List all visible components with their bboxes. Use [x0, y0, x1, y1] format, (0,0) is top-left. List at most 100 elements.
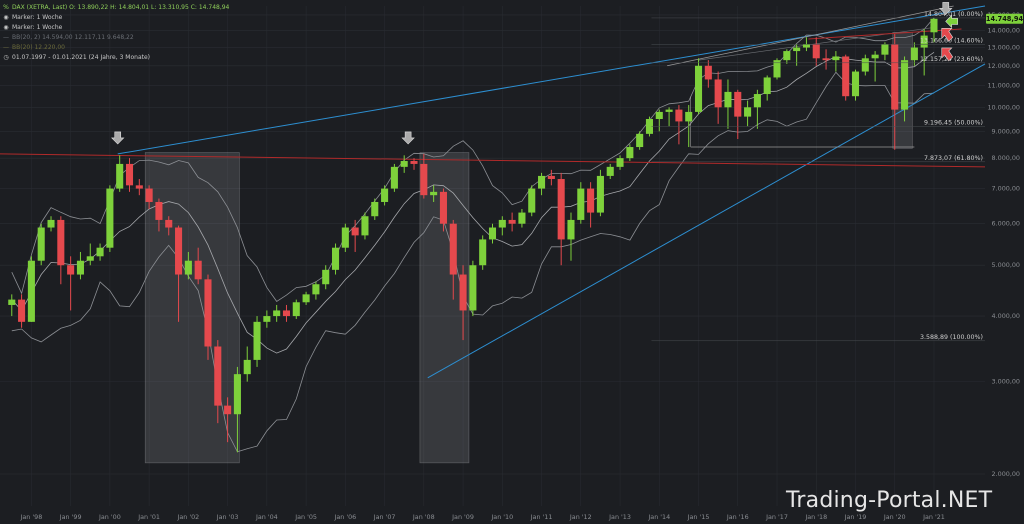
candle-body: [528, 188, 536, 213]
candle-body: [538, 175, 546, 189]
candle-body: [27, 260, 35, 322]
fib-level-label: 12.157,24 (23.60%): [920, 56, 983, 63]
candle-body: [420, 163, 428, 196]
x-tick-label: Jan '14: [647, 513, 670, 521]
candle-body: [184, 260, 192, 275]
legend-marker-2-text: Marker: 1 Woche: [12, 24, 63, 31]
y-tick-label: 12.000,00: [987, 62, 1020, 70]
candle-body: [547, 175, 555, 180]
candle-body: [518, 212, 526, 224]
red-arrow-icon: [941, 27, 954, 42]
x-tick-label: Jan '20: [883, 513, 906, 521]
fib-level-label: 13.166,60 (14.60%): [920, 38, 983, 45]
marker-dot-icon: ◉: [3, 14, 9, 21]
candle-body: [341, 227, 349, 248]
candle-body: [488, 227, 497, 240]
horizontal-red-line: [0, 153, 986, 168]
candle-body: [645, 119, 654, 134]
fib-level-label: 7.873,07 (61.80%): [924, 155, 983, 162]
candle-body: [331, 247, 340, 270]
x-tick-label: Jan '03: [216, 513, 239, 521]
legend-title-text: DAX (XETRA, Last) O: 13.890,22 H: 14.804…: [12, 4, 230, 11]
candle-body: [694, 65, 703, 112]
fib-level-label: 14.804,01 (0.00%): [924, 11, 983, 18]
x-tick-label: Jan '18: [804, 513, 827, 521]
y-tick-label: 4.000,00: [992, 312, 1020, 320]
x-tick-label: Jan '01: [137, 513, 160, 521]
candle-body: [812, 44, 820, 59]
fib-level-label: 9.196,45 (50.00%): [924, 119, 983, 126]
candle-body: [557, 179, 565, 240]
candle-body: [322, 269, 330, 285]
candle-body: [57, 219, 65, 266]
candle-body: [616, 158, 624, 167]
candle-body: [361, 216, 369, 236]
legend-marker-1-text: Marker: 1 Woche: [12, 14, 63, 21]
x-tick-label: Jan '06: [333, 513, 356, 521]
candle-body: [96, 247, 104, 257]
candle-body: [459, 274, 467, 311]
x-tick-label: Jan '15: [687, 513, 710, 521]
candle-body: [665, 109, 673, 112]
x-tick-label: Jan '00: [98, 513, 121, 521]
candle-body: [704, 65, 712, 80]
candle-body: [292, 302, 300, 317]
candle-body: [508, 219, 516, 224]
legend-bb2: — BB(20) 12.220,00: [3, 43, 229, 53]
upper-trend-line: [117, 5, 986, 155]
fib-level-label: 3.588,89 (100.00%): [920, 334, 983, 341]
candle-body: [753, 94, 761, 108]
candle-body: [76, 260, 84, 275]
candle-body: [371, 201, 379, 217]
candle-body: [233, 374, 241, 415]
candle-body: [763, 77, 771, 95]
candle-body: [86, 256, 94, 261]
candle-body: [145, 188, 153, 202]
candle-body: [822, 58, 830, 61]
candle-body: [439, 191, 447, 224]
candle-body: [724, 91, 732, 108]
candle-body: [351, 227, 359, 236]
candle-body: [312, 284, 320, 295]
candle-body: [116, 163, 124, 189]
candle-body: [410, 161, 418, 164]
candle-body: [194, 260, 202, 280]
candle-body: [901, 60, 909, 110]
candle-body: [626, 147, 634, 159]
candle-body: [802, 44, 810, 48]
candle-body: [793, 47, 801, 52]
chart-legend: % DAX (XETRA, Last) O: 13.890,22 H: 14.80…: [3, 3, 229, 63]
last-price-label: 14.748,94: [986, 15, 1024, 23]
candle-body: [930, 18, 938, 33]
line-icon: —: [3, 34, 9, 41]
marker-dot-icon: ◉: [3, 24, 9, 31]
candle-body: [636, 133, 644, 148]
candle-body: [734, 91, 742, 117]
x-tick-label: Jan '11: [530, 513, 553, 521]
marker-arrows: [111, 2, 958, 145]
candle-body: [390, 166, 398, 189]
candle-body: [655, 111, 663, 119]
lower-trend-line: [427, 63, 986, 379]
chart-logo-icon: %: [3, 4, 9, 11]
last-price-tag: 14.748,94: [986, 13, 1024, 24]
x-tick-label: Jan '02: [176, 513, 199, 521]
x-tick-label: Jan '21: [922, 513, 945, 521]
x-tick-label: Jan '17: [765, 513, 788, 521]
green-arrow-icon: [945, 14, 958, 29]
down-arrow-icon: [401, 131, 415, 145]
legend-range-text: 01.07.1997 - 01.01.2021 (24 Jahre, 3 Mon…: [12, 54, 151, 61]
candle-body: [273, 310, 281, 317]
candle-body: [449, 223, 457, 275]
x-tick-label: Jan '08: [412, 513, 435, 521]
y-tick-label: 3.000,00: [992, 378, 1020, 386]
x-tick-label: Jan '16: [726, 513, 749, 521]
candle-body: [282, 310, 291, 317]
candle-body: [479, 239, 487, 266]
candle-body: [783, 51, 791, 61]
candles: [8, 17, 938, 453]
x-tick-label: Jan '12: [569, 513, 592, 521]
x-tick-label: Jan '98: [20, 513, 43, 521]
y-tick-label: 9.000,00: [992, 127, 1020, 135]
